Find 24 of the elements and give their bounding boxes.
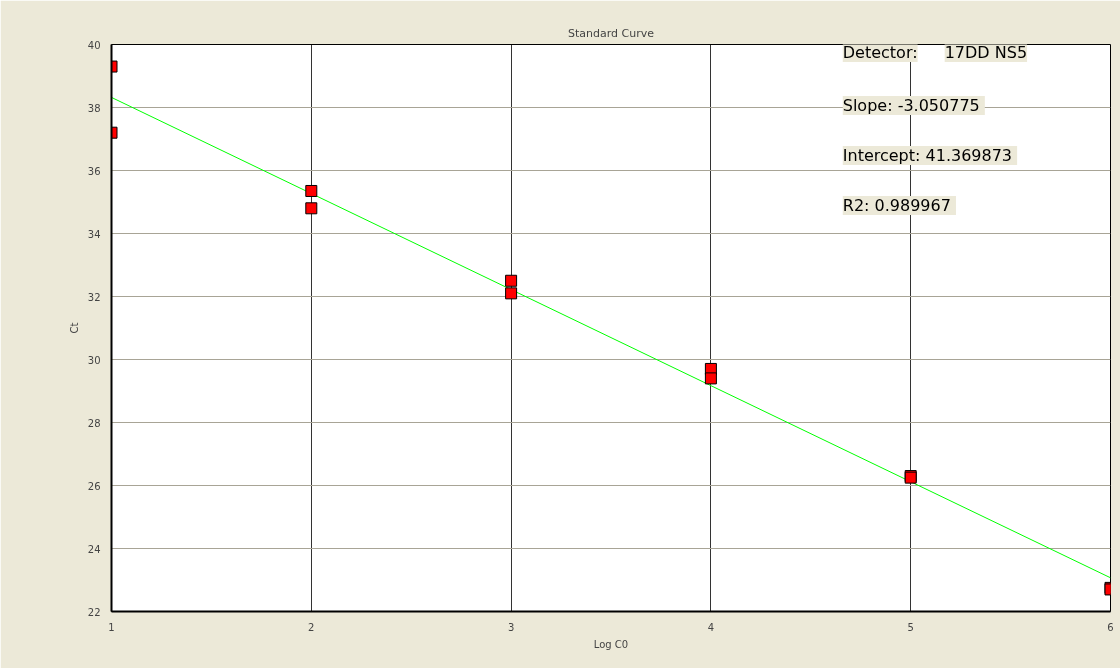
y-axis-title: Ct [68, 322, 80, 334]
annotation: Detector: [842, 42, 918, 62]
y-tick-label: 34 [87, 228, 101, 240]
annotation: 17DD NS5 [944, 42, 1028, 62]
x-tick-label: 1 [108, 621, 115, 633]
annotation: Slope: -3.050775 [842, 96, 980, 116]
chart-title: Standard Curve [568, 26, 655, 40]
annotation: Intercept: 41.369873 [842, 145, 1013, 165]
y-tick-label: 22 [87, 606, 101, 618]
y-tick-label: 38 [87, 102, 101, 114]
y-tick-label: 28 [87, 417, 101, 429]
x-tick-label: 6 [1107, 621, 1114, 633]
y-tick-label: 40 [87, 39, 101, 51]
x-tick-label: 4 [707, 621, 715, 633]
y-tick-label: 24 [87, 543, 101, 555]
x-axis-title: Log C0 [593, 638, 629, 650]
x-tick-label: 5 [907, 621, 914, 633]
y-tick-label: 32 [87, 291, 101, 303]
y-tick-label: 30 [87, 354, 101, 366]
annotation: R2: 0.989967 [842, 195, 951, 215]
y-tick-label: 36 [87, 165, 101, 177]
x-tick-label: 2 [308, 621, 315, 633]
y-tick-label: 26 [87, 480, 101, 492]
x-tick-label: 3 [507, 621, 515, 633]
